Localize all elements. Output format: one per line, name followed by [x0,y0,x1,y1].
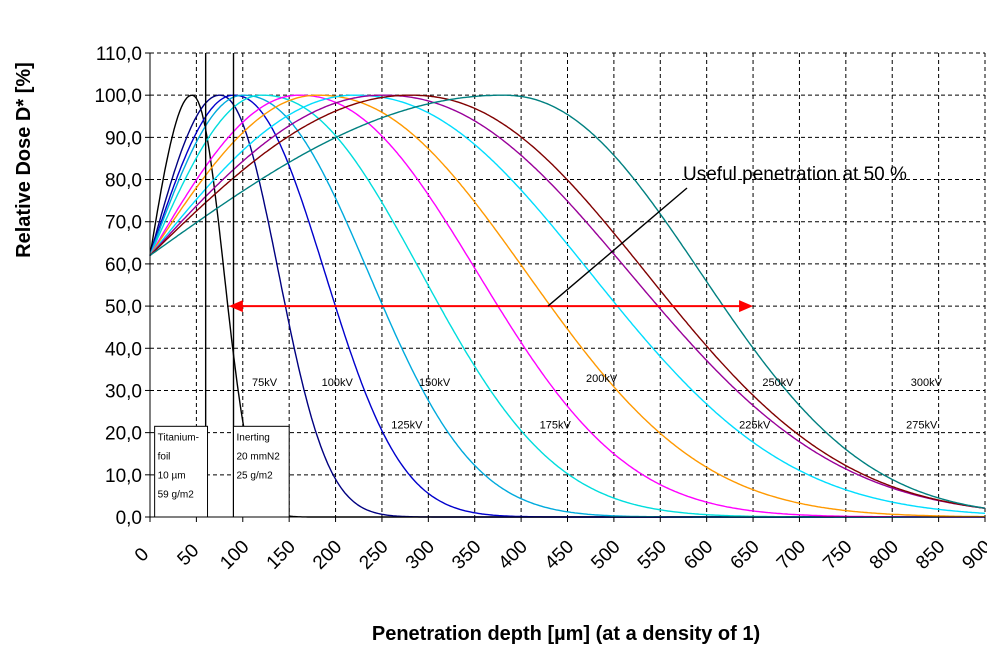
annotation-pointer [547,187,688,307]
inerting-box-line: 25 g/m2 [237,470,274,481]
series-label-100kV: 100kV [322,377,354,389]
x-tick-label: 600 [680,536,717,573]
x-tick-label: 750 [819,536,856,573]
arrow-50-percent [228,187,754,313]
series-line-200kV [149,94,985,518]
series-line-275kV [149,94,986,509]
series-label-275kV: 275kV [906,419,938,431]
x-tick-label: 400 [495,536,532,573]
x-tick-label: 700 [773,536,810,573]
titanium-foil-box-line: 10 µm [158,470,186,481]
y-tick-label: 80,0 [105,171,142,192]
y-tick-label: 10,0 [105,466,142,487]
x-tick-label: 350 [448,536,485,573]
series-label-75kV: 75kV [252,377,278,389]
x-tick-label: 800 [866,536,903,573]
x-tick-label: 50 [174,540,204,570]
y-tick-label: 50,0 [105,297,142,318]
inerting-box-line: Inerting [237,432,270,443]
titanium-foil-box-line: foil [158,451,171,462]
series-line-300kV [149,94,986,509]
series-line-175kV [149,94,985,518]
series-label-200kV: 200kV [586,373,618,385]
x-tick-label: 550 [634,536,671,573]
y-tick-label: 100,0 [94,86,142,107]
y-tick-label: 40,0 [105,339,142,360]
x-tick-label: 450 [541,536,578,573]
arrow-head-left [228,300,243,313]
y-tick-label: 0,0 [116,508,142,529]
grid [150,52,986,517]
titanium-foil-box-line: 59 g/m2 [158,489,195,500]
series-label-175kV: 175kV [540,419,572,431]
y-tick-label: 30,0 [105,381,142,402]
curve-labels: 75kV 100kV 125kV 150kV 175kV 200kV 225kV 250kV 2… [252,373,943,431]
series-label-300kV: 300kV [911,377,943,389]
arrow-head-right [739,300,754,313]
annotation-useful-penetration: Useful penetration at 50 % [683,164,907,185]
x-tick-label: 500 [587,536,624,573]
x-tick-label: 0 [131,544,153,566]
x-axis-title: Penetration depth [µm] (at a density of … [372,623,760,645]
y-tick-label: 90,0 [105,128,142,149]
y-tick-label: 20,0 [105,424,142,445]
titanium-foil-box-line: Titanium- [158,432,199,443]
y-tick-label: 110,0 [96,44,142,65]
series-line-250kV [149,94,986,509]
x-tick-label: 850 [912,536,949,573]
y-tick-label: 60,0 [105,255,142,276]
series-label-150kV: 150kV [419,377,451,389]
x-tick-label: 650 [727,536,764,573]
series-label-125kV: 125kV [391,419,423,431]
inerting-box-line: 20 mmN2 [237,451,281,462]
x-tick-label: 150 [263,536,300,573]
x-tick-label: 200 [309,536,346,573]
x-tick-label: 900 [958,536,987,573]
series-line-225kV [149,94,986,514]
x-tick-label: 100 [216,536,253,573]
y-tick-label: 70,0 [105,213,142,234]
x-tick-label: 300 [402,536,439,573]
y-axis-title: Relative Dose D* [%] [13,62,35,258]
series-label-250kV: 250kV [762,377,794,389]
inerting-box [233,425,290,518]
series-label-225kV: 225kV [739,419,771,431]
x-tick-label: 250 [355,536,392,573]
